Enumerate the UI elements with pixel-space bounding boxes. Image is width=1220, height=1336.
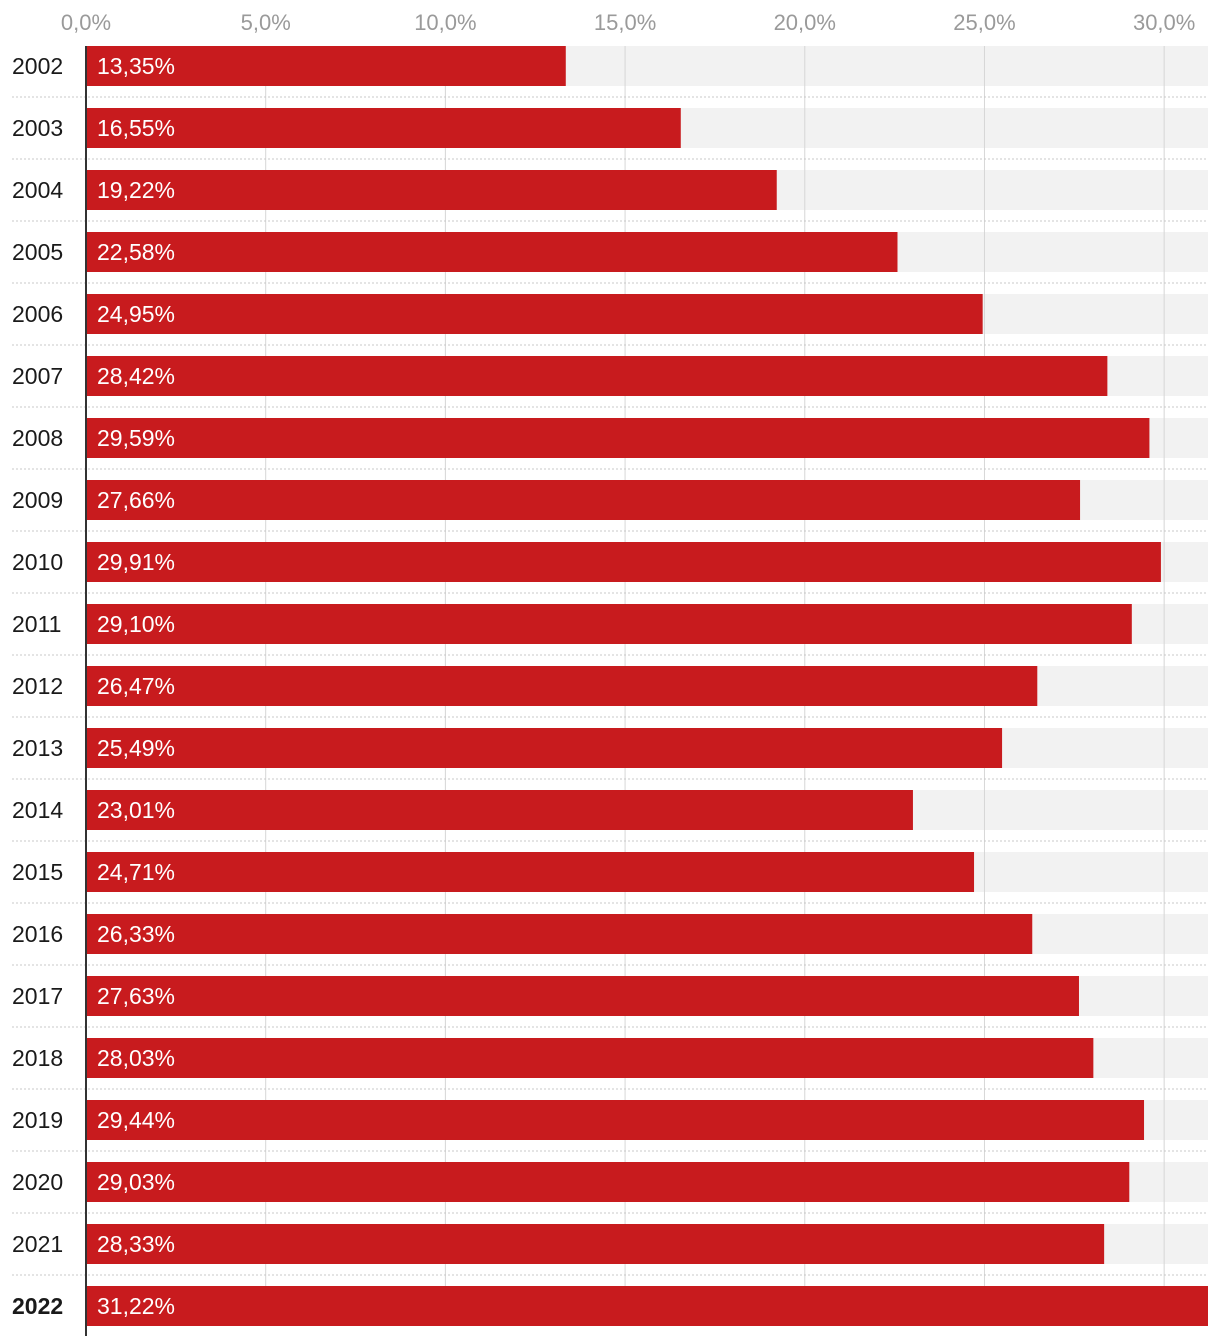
category-label: 2015	[12, 859, 63, 885]
category-label: 2005	[12, 239, 63, 265]
category-label: 2018	[12, 1045, 63, 1071]
data-label: 27,63%	[97, 983, 175, 1009]
bar	[86, 480, 1081, 520]
data-label: 24,71%	[97, 859, 175, 885]
data-label: 25,49%	[97, 735, 175, 761]
category-label: 2021	[12, 1231, 63, 1257]
bars	[86, 46, 1208, 1326]
data-label: 24,95%	[97, 301, 175, 327]
bar	[86, 666, 1038, 706]
data-label: 23,01%	[97, 797, 175, 823]
bar	[86, 790, 913, 830]
x-tick-label: 25,0%	[953, 10, 1015, 35]
bar	[86, 976, 1079, 1016]
bar	[86, 1100, 1145, 1140]
data-label: 28,33%	[97, 1231, 175, 1257]
data-label: 29,91%	[97, 549, 175, 575]
category-label: 2017	[12, 983, 63, 1009]
bar	[86, 108, 681, 148]
data-label: 29,10%	[97, 611, 175, 637]
bar	[86, 852, 975, 892]
category-label: 2004	[12, 177, 63, 203]
x-tick-label: 15,0%	[594, 10, 656, 35]
category-label: 2008	[12, 425, 63, 451]
data-label: 26,33%	[97, 921, 175, 947]
bar	[86, 1162, 1130, 1202]
category-labels: 2002 2003 2004 2005 2006 2007 2008 2009 2010 2011…	[12, 53, 63, 1319]
data-label: 28,42%	[97, 363, 175, 389]
data-label: 29,44%	[97, 1107, 175, 1133]
data-label: 13,35%	[97, 53, 175, 79]
data-label: 31,22%	[97, 1293, 175, 1319]
category-label: 2016	[12, 921, 63, 947]
category-label: 2003	[12, 115, 63, 141]
category-label: 2006	[12, 301, 63, 327]
value-labels: 13,35% 16,55% 19,22% 22,58% 24,95% 28,42% 29,5…	[97, 53, 175, 1319]
category-label: 2010	[12, 549, 63, 575]
category-label: 2011	[12, 611, 61, 637]
data-label: 22,58%	[97, 239, 175, 265]
data-label: 29,59%	[97, 425, 175, 451]
data-label: 16,55%	[97, 115, 175, 141]
data-label: 29,03%	[97, 1169, 175, 1195]
data-label: 26,47%	[97, 673, 175, 699]
category-label: 2020	[12, 1169, 63, 1195]
bar	[86, 728, 1003, 768]
x-tick-label: 0,0%	[61, 10, 111, 35]
bar	[86, 46, 566, 86]
x-tick-label: 20,0%	[774, 10, 836, 35]
bar	[86, 1038, 1094, 1078]
x-tick-label: 30,0%	[1133, 10, 1195, 35]
bar	[86, 418, 1150, 458]
x-tick-label: 10,0%	[414, 10, 476, 35]
bar	[86, 604, 1132, 644]
category-label: 2013	[12, 735, 63, 761]
x-axis-ticks: 0,0% 5,0% 10,0% 15,0% 20,0% 25,0% 30,0%	[61, 10, 1195, 35]
bar	[86, 170, 777, 210]
data-label: 19,22%	[97, 177, 175, 203]
x-tick-label: 5,0%	[241, 10, 291, 35]
category-label: 2007	[12, 363, 63, 389]
bar	[86, 294, 983, 334]
category-label: 2022	[12, 1293, 63, 1319]
bar	[86, 1224, 1105, 1264]
row-separators	[12, 96, 1208, 1276]
bar	[86, 232, 898, 272]
bar	[86, 542, 1161, 582]
category-label: 2012	[12, 673, 63, 699]
category-label: 2009	[12, 487, 63, 513]
category-label: 2019	[12, 1107, 63, 1133]
category-label: 2014	[12, 797, 63, 823]
data-label: 27,66%	[97, 487, 175, 513]
bar	[86, 1286, 1208, 1326]
category-label: 2002	[12, 53, 63, 79]
bar	[86, 914, 1033, 954]
bar	[86, 356, 1108, 396]
data-label: 28,03%	[97, 1045, 175, 1071]
